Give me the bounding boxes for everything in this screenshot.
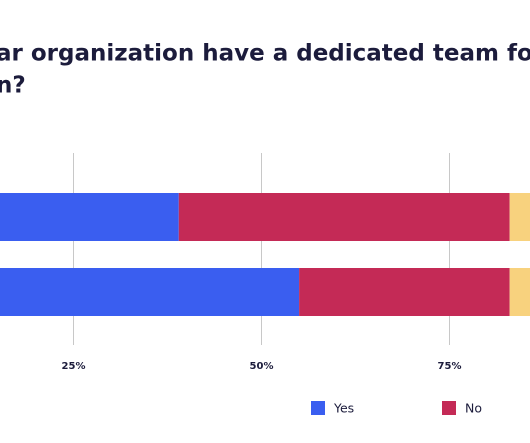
bar-segment	[509, 193, 530, 241]
chart-title: n?	[0, 73, 26, 99]
legend-swatch	[442, 401, 456, 415]
bar-segment	[178, 193, 510, 241]
x-tick-label: 25%	[62, 361, 86, 372]
bar-segment	[0, 193, 179, 241]
x-tick-label: 50%	[250, 361, 274, 372]
legend-label: Yes	[333, 401, 354, 416]
x-tick-label: 75%	[438, 361, 462, 372]
bar-segment	[0, 268, 300, 316]
chart-title: ar organization have a dedicated team fo	[0, 41, 530, 67]
bar-segment	[509, 268, 530, 316]
legend-label: No	[465, 401, 482, 416]
legend-swatch	[311, 401, 325, 415]
bar-segment	[299, 268, 510, 316]
